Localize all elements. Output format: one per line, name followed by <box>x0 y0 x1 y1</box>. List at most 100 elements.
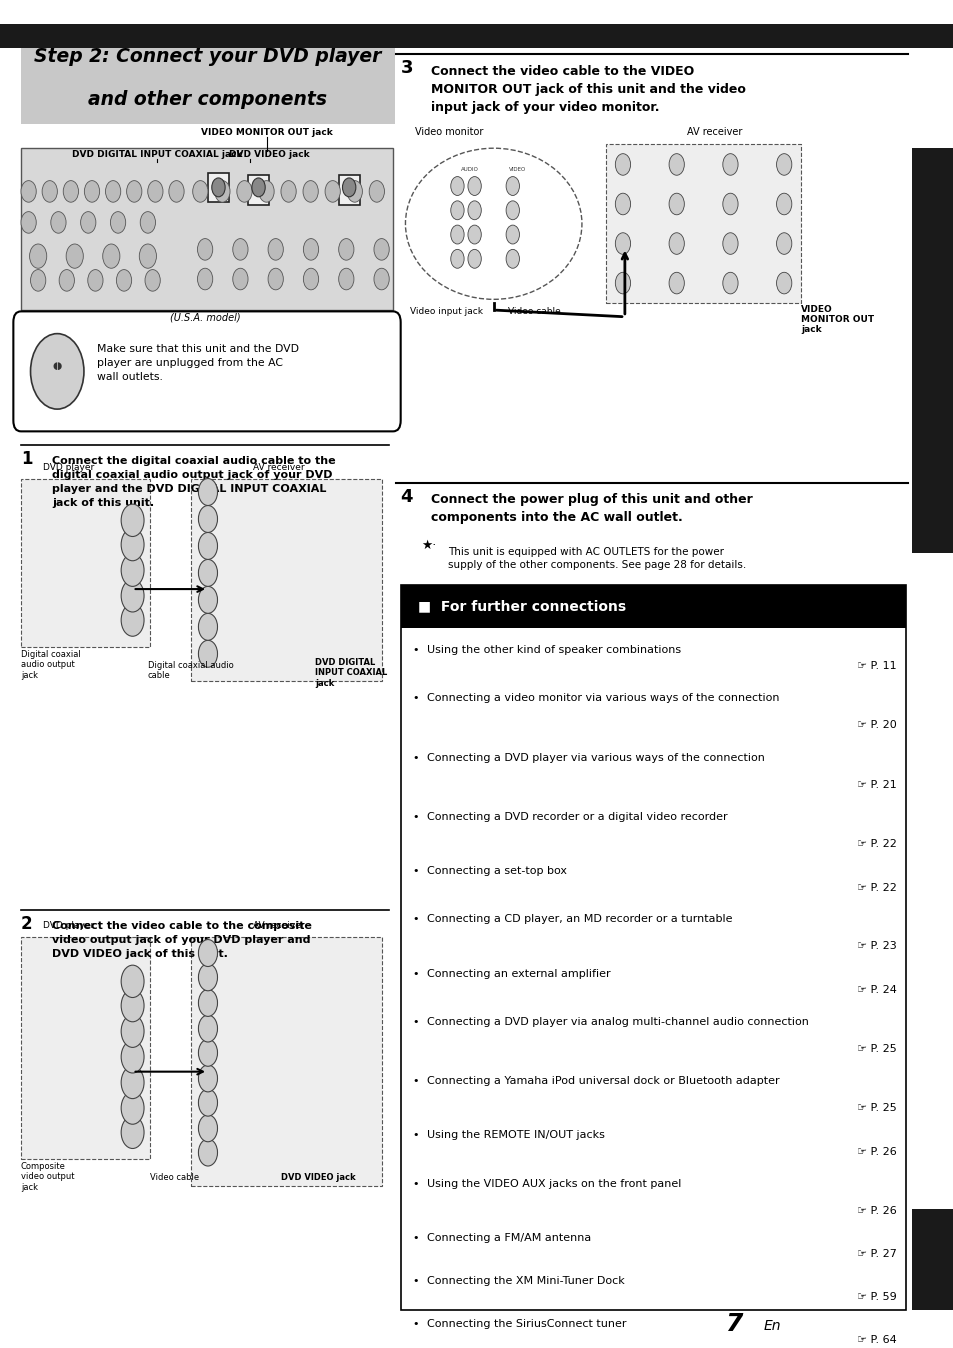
Text: Connecting a video monitor via various ways of the connection: Connecting a video monitor via various w… <box>427 693 779 704</box>
Text: •: • <box>412 1178 418 1189</box>
Text: ◖◗: ◖◗ <box>52 361 62 371</box>
Text: ☞ P. 20: ☞ P. 20 <box>856 720 896 731</box>
Circle shape <box>121 989 144 1022</box>
Circle shape <box>233 239 248 260</box>
Text: •: • <box>412 969 418 979</box>
FancyBboxPatch shape <box>911 148 953 553</box>
Text: VIDEO
MONITOR OUT
jack: VIDEO MONITOR OUT jack <box>801 305 874 334</box>
Circle shape <box>467 225 480 244</box>
Circle shape <box>374 268 389 290</box>
Text: ■  For further connections: ■ For further connections <box>417 600 625 613</box>
FancyBboxPatch shape <box>400 585 905 1310</box>
Circle shape <box>303 181 318 202</box>
FancyBboxPatch shape <box>248 175 269 205</box>
Circle shape <box>198 1039 217 1066</box>
Circle shape <box>116 270 132 291</box>
Circle shape <box>21 212 36 233</box>
FancyBboxPatch shape <box>191 937 381 1186</box>
Text: Make sure that this unit and the DVD
player are unplugged from the AC
wall outle: Make sure that this unit and the DVD pla… <box>97 344 299 383</box>
Circle shape <box>342 178 355 197</box>
Circle shape <box>776 193 791 214</box>
Circle shape <box>722 233 738 255</box>
Text: DVD VIDEO jack: DVD VIDEO jack <box>229 150 310 159</box>
Text: Connecting the XM Mini-Tuner Dock: Connecting the XM Mini-Tuner Dock <box>427 1277 624 1286</box>
FancyBboxPatch shape <box>191 479 381 681</box>
Text: INTRODUCTION: INTRODUCTION <box>927 306 937 395</box>
FancyBboxPatch shape <box>911 1209 953 1310</box>
Circle shape <box>127 181 142 202</box>
FancyBboxPatch shape <box>400 585 905 628</box>
Circle shape <box>615 193 630 214</box>
Circle shape <box>347 181 362 202</box>
Text: Connecting a FM/AM antenna: Connecting a FM/AM antenna <box>427 1233 591 1243</box>
Circle shape <box>776 272 791 294</box>
Circle shape <box>121 580 144 612</box>
Circle shape <box>121 1092 144 1124</box>
Text: DVD VIDEO jack: DVD VIDEO jack <box>281 1173 355 1182</box>
Circle shape <box>121 504 144 537</box>
Circle shape <box>198 1089 217 1116</box>
Circle shape <box>505 201 518 220</box>
Circle shape <box>467 249 480 268</box>
Circle shape <box>198 1115 217 1142</box>
Text: Using the other kind of speaker combinations: Using the other kind of speaker combinat… <box>427 646 680 655</box>
Circle shape <box>59 270 74 291</box>
Circle shape <box>233 268 248 290</box>
Text: Connecting the SiriusConnect tuner: Connecting the SiriusConnect tuner <box>427 1320 626 1329</box>
Text: •: • <box>412 752 418 763</box>
Text: Connecting a DVD recorder or a digital video recorder: Connecting a DVD recorder or a digital v… <box>427 811 727 822</box>
Text: Connecting a set-top box: Connecting a set-top box <box>427 867 567 876</box>
Circle shape <box>88 270 103 291</box>
Text: AV receiver: AV receiver <box>253 921 304 930</box>
Text: and other components: and other components <box>89 90 327 109</box>
FancyBboxPatch shape <box>21 148 393 310</box>
Text: Using the VIDEO AUX jacks on the front panel: Using the VIDEO AUX jacks on the front p… <box>427 1178 681 1189</box>
Circle shape <box>615 272 630 294</box>
Circle shape <box>121 554 144 586</box>
Circle shape <box>193 181 208 202</box>
Text: Digital coaxial
audio output
jack: Digital coaxial audio output jack <box>21 650 81 679</box>
Circle shape <box>668 193 683 214</box>
Circle shape <box>722 154 738 175</box>
Text: Digital coaxial audio
cable: Digital coaxial audio cable <box>148 661 233 679</box>
Text: En: En <box>762 1320 780 1333</box>
Text: Connecting a DVD player via various ways of the connection: Connecting a DVD player via various ways… <box>427 752 764 763</box>
Circle shape <box>198 1139 217 1166</box>
FancyBboxPatch shape <box>208 173 229 202</box>
Text: DVD player: DVD player <box>43 462 94 472</box>
Text: ☞ P. 11: ☞ P. 11 <box>856 662 896 671</box>
Circle shape <box>148 181 163 202</box>
FancyBboxPatch shape <box>338 175 359 205</box>
Circle shape <box>258 181 274 202</box>
Text: DVD player: DVD player <box>43 921 94 930</box>
Circle shape <box>51 212 66 233</box>
Text: •: • <box>412 1277 418 1286</box>
Circle shape <box>450 177 463 195</box>
Text: ☞ P. 22: ☞ P. 22 <box>856 838 896 849</box>
Circle shape <box>338 268 354 290</box>
Text: AV receiver: AV receiver <box>686 128 741 137</box>
Text: English: English <box>927 1239 937 1281</box>
Circle shape <box>198 586 217 613</box>
Text: ☞ P. 27: ☞ P. 27 <box>856 1250 896 1259</box>
Text: 7: 7 <box>724 1312 741 1336</box>
FancyBboxPatch shape <box>21 937 150 1159</box>
Circle shape <box>198 989 217 1016</box>
Text: ☞ P. 26: ☞ P. 26 <box>856 1147 896 1157</box>
Circle shape <box>121 1066 144 1099</box>
Text: Connecting a CD player, an MD recorder or a turntable: Connecting a CD player, an MD recorder o… <box>427 914 732 925</box>
Circle shape <box>139 244 156 268</box>
Circle shape <box>668 272 683 294</box>
Circle shape <box>338 239 354 260</box>
Circle shape <box>198 613 217 640</box>
Circle shape <box>325 181 340 202</box>
Circle shape <box>198 532 217 559</box>
Circle shape <box>212 178 225 197</box>
Circle shape <box>252 178 265 197</box>
Text: •: • <box>412 811 418 822</box>
Text: Using the REMOTE IN/OUT jacks: Using the REMOTE IN/OUT jacks <box>427 1131 604 1140</box>
Text: VIDEO: VIDEO <box>508 167 526 173</box>
Text: AV receiver: AV receiver <box>253 462 304 472</box>
Circle shape <box>198 1015 217 1042</box>
Circle shape <box>505 249 518 268</box>
